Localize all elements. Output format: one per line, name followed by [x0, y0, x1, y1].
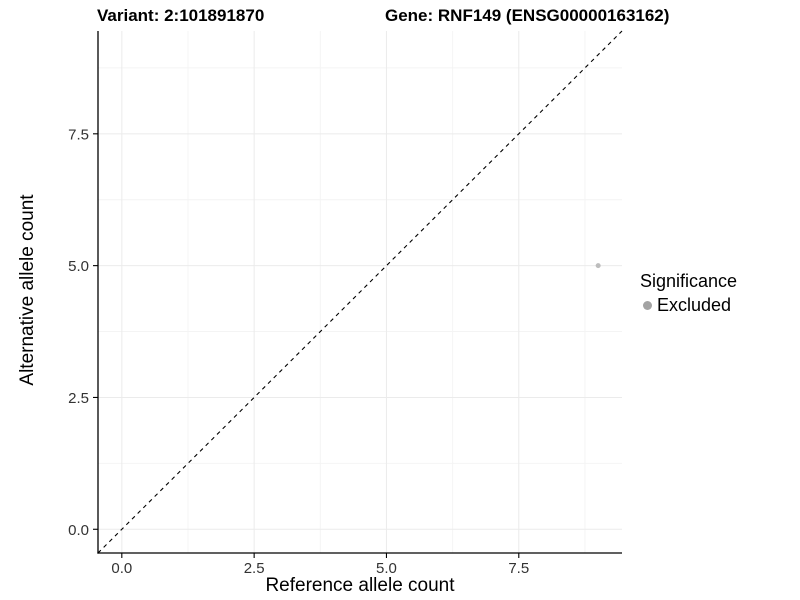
- data-point: [595, 263, 601, 269]
- y-axis-title: Alternative allele count: [17, 194, 38, 386]
- x-tick-label: 5.0: [376, 560, 397, 577]
- x-tick-label: 7.5: [508, 560, 529, 577]
- legend-item: Excluded: [640, 295, 737, 316]
- legend-key-dot-icon: [643, 301, 652, 310]
- legend-items: Excluded: [640, 295, 737, 316]
- y-tick-label: 0.0: [68, 522, 89, 539]
- x-axis-title: Reference allele count: [265, 575, 455, 596]
- identity-dashed-line: [97, 30, 623, 554]
- legend-title: Significance: [640, 271, 738, 291]
- legend-item-label: Excluded: [657, 295, 732, 315]
- x-tick-label: 2.5: [244, 560, 265, 577]
- y-tick-label: 7.5: [68, 126, 89, 143]
- gene-title: Gene: RNF149 (ENSG00000163162): [385, 6, 670, 25]
- y-tick-label: 2.5: [68, 390, 89, 407]
- variant-title: Variant: 2:101891870: [97, 6, 265, 25]
- x-tick-label: 0.0: [111, 560, 132, 577]
- legend: Significance Excluded: [640, 271, 737, 316]
- y-tick-label: 5.0: [68, 258, 89, 275]
